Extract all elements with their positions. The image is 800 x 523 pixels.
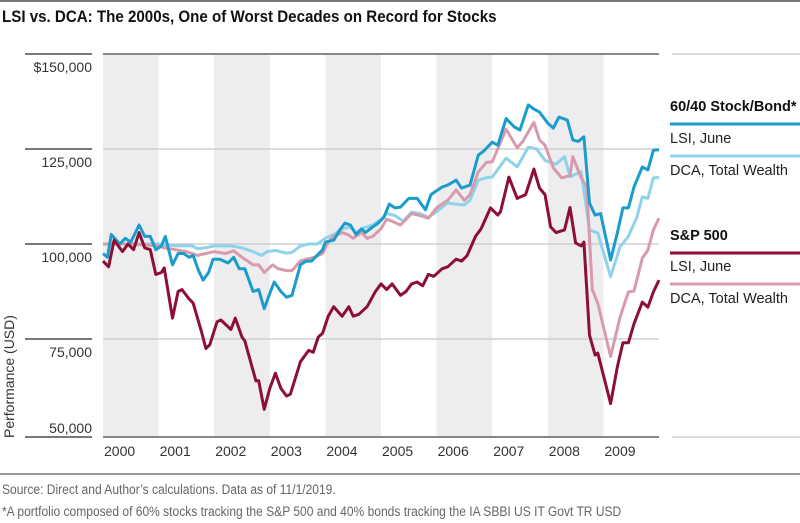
legend: 60/40 Stock/Bond* LSI, June DCA, Total W… <box>670 53 800 438</box>
y-tick-label: 100,000 <box>41 249 92 265</box>
x-tick-label: 2007 <box>493 443 524 459</box>
y-tick-label: 75,000 <box>49 344 92 360</box>
year-band-2004 <box>325 54 381 437</box>
series-lines <box>101 103 661 411</box>
x-tick-label: 2003 <box>271 443 302 459</box>
x-tick-label: 2001 <box>160 443 191 459</box>
year-band-2008 <box>547 54 604 437</box>
legend-heading-6040: 60/40 Stock/Bond* <box>670 99 797 115</box>
y-axis-ticks: $150,000 125,000 100,000 75,000 50,000 <box>34 59 93 436</box>
series-line-lsi_sp500 <box>101 167 661 411</box>
x-tick-label: 2008 <box>549 443 580 459</box>
series-line-lsi_6040 <box>102 103 660 311</box>
x-tick-label: 2009 <box>604 443 635 459</box>
y-tick-label: 125,000 <box>41 154 92 170</box>
x-tick-label: 2000 <box>104 443 135 459</box>
legend-label-sp500-dca: DCA, Total Wealth <box>670 291 788 307</box>
series-line-dca_sp500 <box>103 120 661 358</box>
x-tick-label: 2004 <box>326 443 357 459</box>
y-tick-label: $150,000 <box>34 59 93 75</box>
x-tick-label: 2002 <box>215 443 246 459</box>
y-tick-label: 50,000 <box>49 420 92 436</box>
x-tick-label: 2005 <box>382 443 413 459</box>
legend-label-6040-dca: DCA, Total Wealth <box>670 163 788 179</box>
legend-label-6040-lsi: LSI, June <box>670 131 731 147</box>
legend-label-sp500-lsi: LSI, June <box>670 259 731 275</box>
footnote: *A portfolio composed of 60% stocks trac… <box>2 503 621 519</box>
chart-title: LSI vs. DCA: The 2000s, One of Worst Dec… <box>2 7 497 26</box>
legend-heading-sp500: S&P 500 <box>670 228 728 244</box>
x-axis-ticks: 2000 2001 2002 2003 2004 2005 2006 2007 2008 2009 <box>104 443 636 459</box>
year-band-2006 <box>436 54 493 437</box>
y-axis-title: Performance (USD) <box>1 315 17 438</box>
source-note: Source: Direct and Author’s calculations… <box>2 481 336 497</box>
gridlines <box>25 53 659 438</box>
x-tick-label: 2006 <box>438 443 469 459</box>
